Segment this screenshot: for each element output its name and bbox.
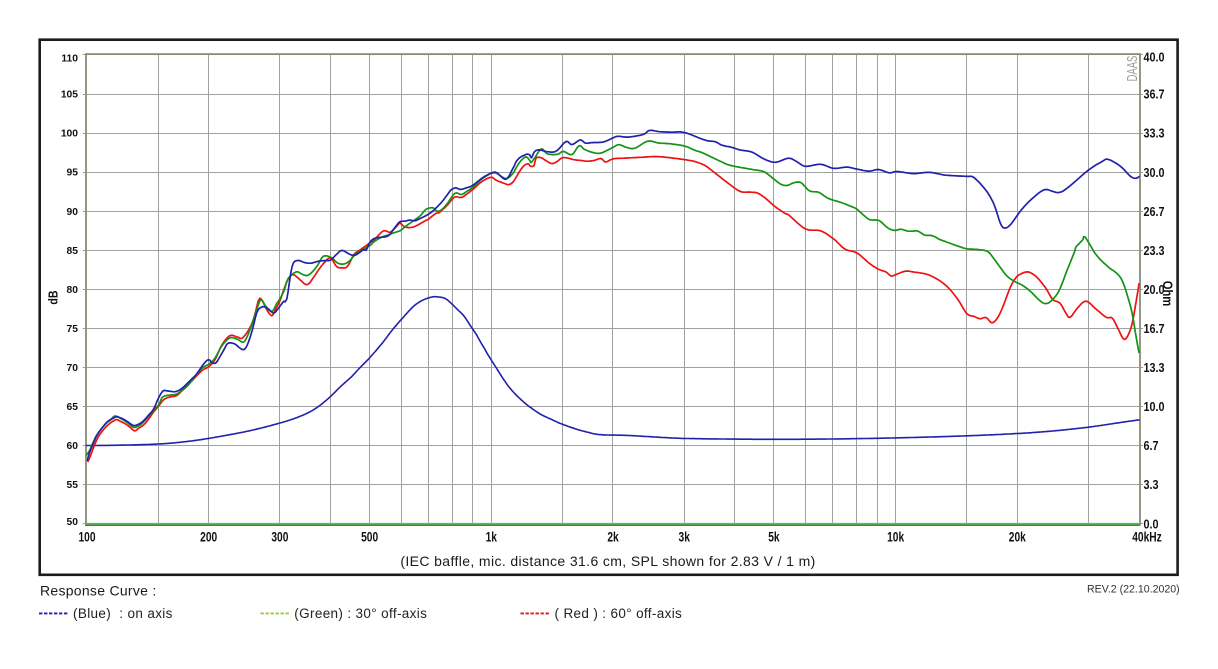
svg-text:200: 200 [200, 529, 217, 545]
svg-text:70: 70 [67, 363, 79, 374]
svg-text:13.3: 13.3 [1144, 361, 1165, 375]
svg-text:Ohm: Ohm [1160, 281, 1175, 307]
svg-text:( Red ) : 60° off-axis: ( Red ) : 60° off-axis [555, 606, 683, 621]
svg-text:5k: 5k [768, 529, 780, 545]
svg-text:10.0: 10.0 [1144, 400, 1165, 414]
svg-text:16.7: 16.7 [1144, 322, 1165, 336]
svg-text:0.0: 0.0 [1144, 518, 1159, 532]
svg-text:36.7: 36.7 [1144, 88, 1165, 102]
svg-text:Response Curve :: Response Curve : [40, 583, 157, 599]
svg-text:75: 75 [67, 324, 79, 335]
svg-text:1k: 1k [486, 529, 498, 545]
svg-text:110: 110 [61, 54, 78, 65]
svg-text:23.3: 23.3 [1144, 244, 1165, 258]
svg-text:(IEC baffle, mic. distance 31.: (IEC baffle, mic. distance 31.6 cm, SPL … [400, 553, 815, 569]
svg-text:85: 85 [67, 246, 79, 257]
svg-text:2k: 2k [607, 529, 619, 545]
svg-text:60: 60 [67, 441, 79, 452]
svg-text:26.7: 26.7 [1144, 205, 1165, 219]
svg-text:105: 105 [61, 90, 78, 101]
svg-text:3.3: 3.3 [1144, 479, 1159, 493]
svg-text:100: 100 [61, 129, 78, 140]
svg-text:50: 50 [67, 517, 79, 528]
svg-text:20.0: 20.0 [1144, 283, 1165, 297]
svg-text:3k: 3k [679, 529, 691, 545]
svg-text:(Blue) : on axis: (Blue) : on axis [73, 606, 173, 621]
svg-text:55: 55 [67, 480, 79, 491]
svg-text:65: 65 [67, 402, 79, 413]
svg-text:300: 300 [271, 529, 288, 545]
svg-text:40.0: 40.0 [1144, 51, 1165, 65]
svg-text:20k: 20k [1009, 529, 1026, 545]
svg-text:500: 500 [361, 529, 378, 545]
svg-text:100: 100 [78, 529, 95, 545]
svg-text:(Green) : 30° off-axis: (Green) : 30° off-axis [294, 606, 427, 621]
svg-text:10k: 10k [887, 529, 904, 545]
svg-text:DAAS: DAAS [1124, 56, 1141, 82]
svg-text:30.0: 30.0 [1144, 166, 1165, 180]
svg-text:dB: dB [45, 291, 60, 305]
svg-text:95: 95 [67, 168, 79, 179]
svg-text:80: 80 [67, 285, 79, 296]
svg-text:REV.2 (22.10.2020): REV.2 (22.10.2020) [1087, 584, 1180, 596]
svg-text:6.7: 6.7 [1144, 440, 1159, 454]
svg-text:40kHz: 40kHz [1132, 529, 1162, 545]
svg-text:33.3: 33.3 [1144, 127, 1165, 141]
svg-text:90: 90 [67, 207, 79, 218]
